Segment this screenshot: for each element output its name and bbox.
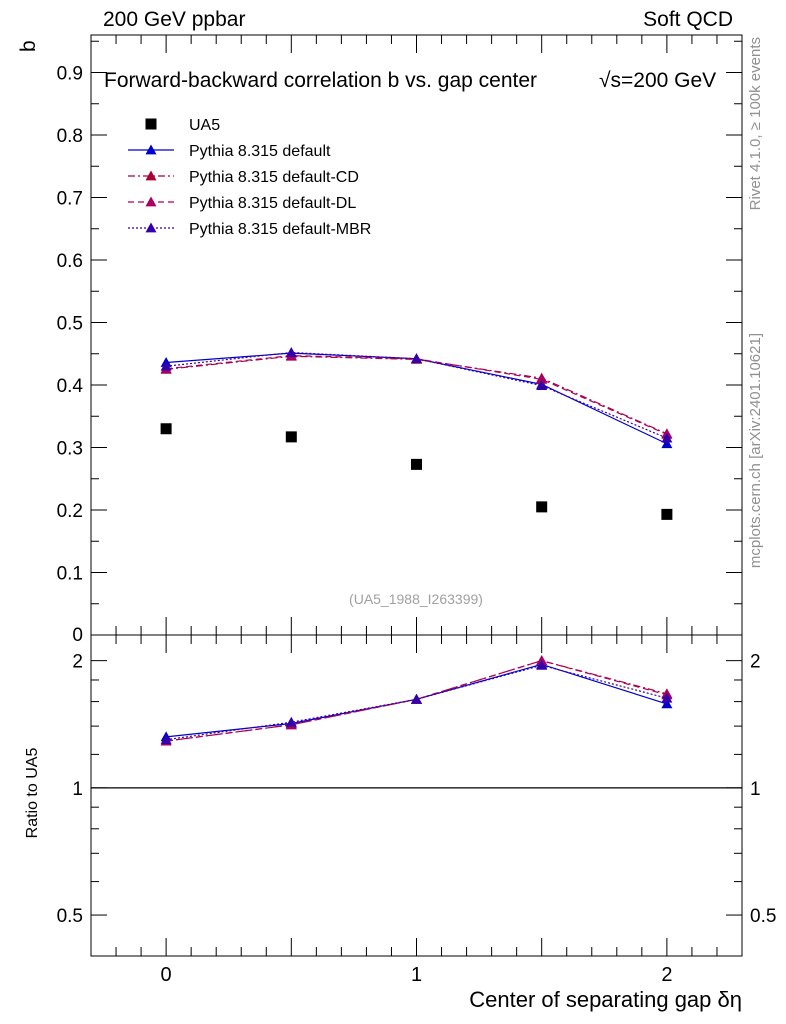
data-point — [536, 501, 548, 513]
ratio-point — [661, 698, 673, 709]
x-tick-label: 1 — [411, 964, 422, 986]
legend-marker — [145, 170, 157, 181]
x-tick-label: 2 — [661, 964, 672, 986]
legend-label: Pythia 8.315 default-MBR — [189, 221, 371, 238]
data-point — [661, 508, 673, 520]
series-line — [166, 352, 668, 445]
y-tick-label: 0.4 — [57, 376, 84, 397]
ratio-point — [661, 692, 673, 703]
ratio-point — [411, 693, 422, 704]
y-tick-label: 0.2 — [57, 501, 83, 522]
rivet-label: Rivet 4.1.0, ≥ 100k events — [747, 37, 764, 210]
data-point — [411, 458, 422, 470]
legend-label: Pythia 8.315 default — [189, 143, 331, 160]
legend: UA5 Pythia 8.315 default Pythia 8.315 defa… — [128, 117, 371, 238]
ratio-y-tick-label-right: 0.5 — [750, 906, 776, 927]
mcplots-label: mcplots.cern.ch [arXiv:2401.10621] — [747, 333, 764, 568]
series-ua5 — [160, 423, 673, 520]
y-axis-label: b — [17, 40, 40, 52]
data-point — [285, 431, 297, 443]
data-point — [411, 353, 422, 364]
main-panel: 0.1 0.2 0.3 0.4 0.5 0.6 0.7 0.8 0.9 0 — [57, 34, 743, 646]
series-line — [166, 355, 668, 435]
legend-item: Pythia 8.315 default-DL — [128, 195, 356, 212]
ratio-y-tick-label: 2 — [72, 652, 83, 673]
header-right-label: Soft QCD — [643, 8, 733, 31]
ratio-point — [536, 659, 548, 670]
series-line — [166, 351, 668, 439]
data-point — [536, 373, 548, 384]
watermark: (UA5_1988_I263399) — [349, 591, 483, 607]
title-energy: √s=200 GeV — [599, 69, 716, 92]
data-point — [536, 380, 548, 391]
y-tick-label: 0.7 — [57, 189, 83, 210]
ratio-point — [285, 716, 297, 727]
header-left-label: 200 GeV ppbar — [103, 8, 246, 31]
x-axis-label: Center of separating gap δη — [469, 987, 742, 1012]
legend-marker — [145, 118, 157, 130]
series-pythia-8-315-default-cd — [160, 350, 673, 439]
legend-item: Pythia 8.315 default-MBR — [128, 221, 371, 238]
series-pythia-8-315-default-mbr — [160, 347, 673, 443]
data-point — [160, 423, 172, 435]
data-point — [285, 347, 297, 357]
data-point — [661, 432, 673, 443]
legend-label: UA5 — [189, 117, 220, 134]
ratio-frame — [90, 634, 743, 957]
legend-marker — [145, 144, 157, 155]
y-tick-label: 0.1 — [57, 564, 83, 585]
legend-marker — [145, 222, 157, 233]
series-line — [166, 355, 668, 435]
legend-item: UA5 — [145, 117, 220, 134]
data-point — [160, 360, 172, 371]
y-tick-label: 0.6 — [57, 251, 83, 272]
ratio-point — [160, 734, 172, 745]
y-tick-label: 0.5 — [57, 314, 83, 335]
ratio-y-tick-label-right: 2 — [750, 652, 761, 673]
data-point — [661, 438, 673, 449]
y-tick-label: 0.8 — [57, 126, 83, 147]
ratio-y-tick-label: 1 — [72, 779, 83, 800]
ratio-series-pythia-8-315-default-mbr — [160, 659, 673, 745]
ratio-y-tick-label-right: 1 — [750, 779, 761, 800]
legend-item: Pythia 8.315 default-CD — [128, 169, 359, 186]
ratio-y-tick-label: 0.5 — [57, 906, 83, 927]
legend-marker — [145, 196, 157, 207]
legend-label: Pythia 8.315 default-CD — [189, 169, 359, 186]
ratio-panel: 0 1 2 0.5 0.5 1 1 2 2 — [57, 634, 776, 986]
x-tick-label: 0 — [161, 964, 172, 986]
y-tick-label-zero: 0 — [72, 625, 83, 646]
main-title: Forward-backward correlation b vs. gap c… — [104, 69, 537, 92]
ratio-y-axis-label: Ratio to UA5 — [24, 748, 41, 839]
y-tick-label: 0.3 — [57, 439, 83, 460]
y-tick-label: 0.9 — [57, 64, 83, 85]
legend-item: Pythia 8.315 default — [128, 143, 331, 160]
legend-label: Pythia 8.315 default-DL — [189, 195, 356, 212]
